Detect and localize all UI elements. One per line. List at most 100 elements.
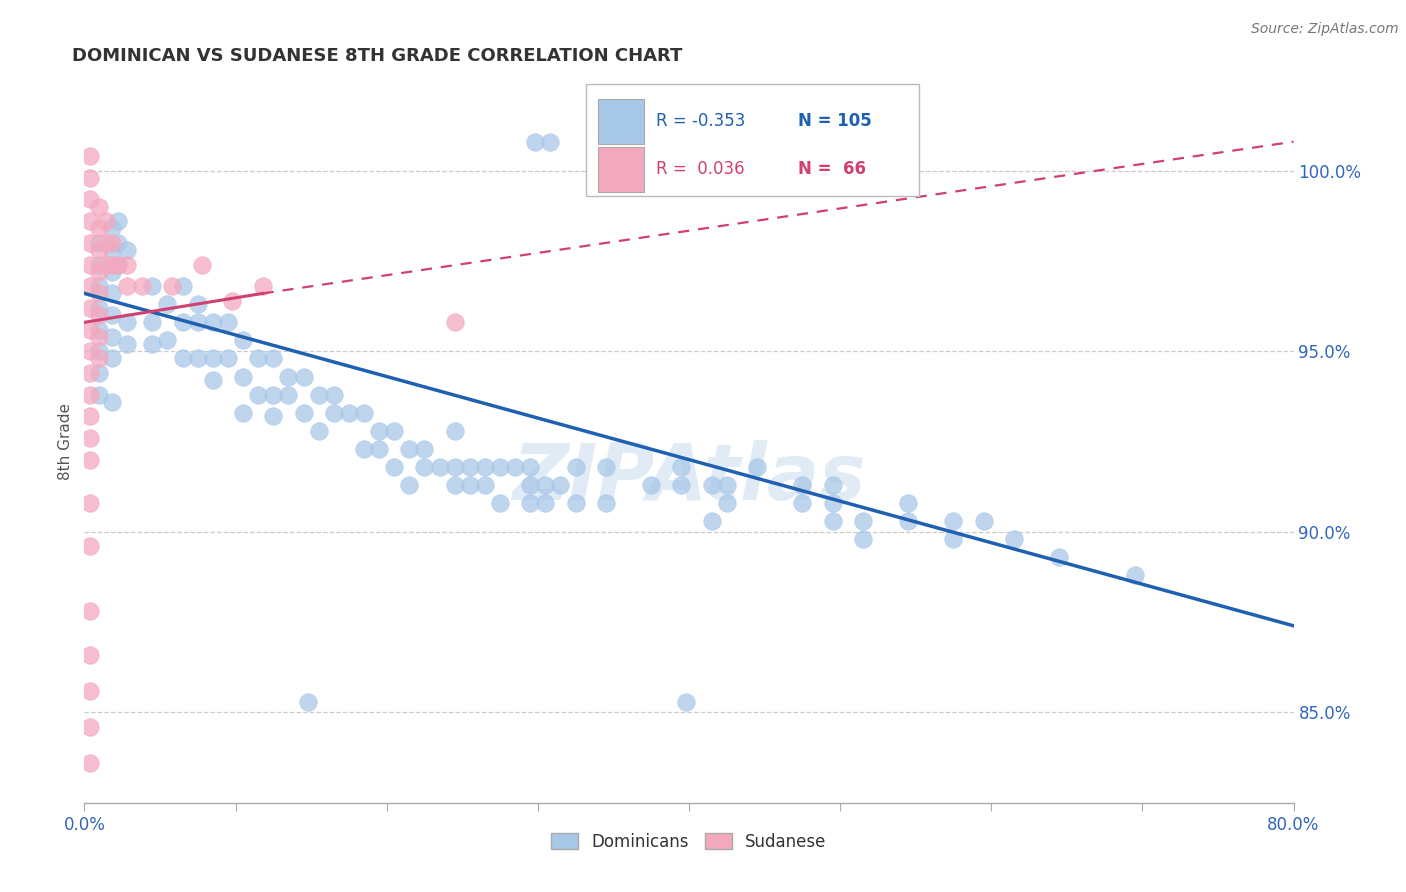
Point xyxy=(322,406,344,420)
Point xyxy=(100,258,122,272)
Text: N =  66: N = 66 xyxy=(797,161,866,178)
Point xyxy=(94,258,117,272)
Point xyxy=(443,315,465,329)
Point xyxy=(107,235,129,250)
Point xyxy=(262,409,284,424)
Point xyxy=(89,366,111,380)
Point xyxy=(172,351,194,366)
Point xyxy=(534,478,557,492)
Point xyxy=(337,406,360,420)
Point xyxy=(79,366,101,380)
Point xyxy=(292,406,315,420)
Point xyxy=(852,532,875,546)
Point xyxy=(89,387,111,401)
Point xyxy=(156,297,179,311)
Point xyxy=(141,279,163,293)
Point xyxy=(94,235,117,250)
Point xyxy=(671,478,693,492)
Point xyxy=(398,442,420,456)
Point xyxy=(297,695,319,709)
Point xyxy=(115,243,138,257)
Point xyxy=(79,193,101,207)
Point xyxy=(897,514,920,528)
Point xyxy=(458,459,481,474)
Point xyxy=(538,135,561,149)
Point xyxy=(100,265,122,279)
Point xyxy=(79,648,101,662)
Point xyxy=(100,235,122,250)
Point xyxy=(595,496,617,510)
Point xyxy=(115,258,138,272)
Point xyxy=(489,496,512,510)
Point xyxy=(262,387,284,401)
Point xyxy=(100,243,122,257)
Point xyxy=(79,756,101,770)
Point xyxy=(79,720,101,734)
Point xyxy=(671,459,693,474)
Point xyxy=(100,286,122,301)
Point xyxy=(89,308,111,322)
Point xyxy=(519,459,541,474)
Point xyxy=(79,683,101,698)
Point xyxy=(107,214,129,228)
Text: Source: ZipAtlas.com: Source: ZipAtlas.com xyxy=(1251,22,1399,37)
Point xyxy=(89,286,111,301)
Point xyxy=(79,279,101,293)
Point xyxy=(94,214,117,228)
Point xyxy=(89,351,111,366)
Point xyxy=(107,258,129,272)
Text: R =  0.036: R = 0.036 xyxy=(657,161,745,178)
Point xyxy=(368,424,391,438)
Point xyxy=(79,170,101,185)
Point xyxy=(79,604,101,618)
Point xyxy=(942,514,965,528)
Point xyxy=(217,351,239,366)
Point xyxy=(201,373,224,387)
Point xyxy=(89,221,111,235)
Point xyxy=(277,387,299,401)
FancyBboxPatch shape xyxy=(599,99,644,144)
Point xyxy=(308,424,330,438)
Point xyxy=(474,478,496,492)
Point xyxy=(232,334,254,348)
Point xyxy=(443,424,465,438)
Point xyxy=(187,351,209,366)
Point xyxy=(89,322,111,336)
Point xyxy=(100,330,122,344)
Point xyxy=(700,514,723,528)
Point xyxy=(1123,568,1146,582)
Point xyxy=(79,496,101,510)
Point xyxy=(89,330,111,344)
Point xyxy=(443,459,465,474)
Point xyxy=(89,265,111,279)
Point xyxy=(115,337,138,351)
Point xyxy=(232,406,254,420)
Point xyxy=(79,344,101,359)
Point xyxy=(821,478,844,492)
Point xyxy=(79,387,101,401)
Point xyxy=(187,297,209,311)
Point xyxy=(489,459,512,474)
Point xyxy=(252,279,274,293)
Point xyxy=(89,301,111,315)
Point xyxy=(745,459,768,474)
Point xyxy=(79,431,101,445)
Point xyxy=(458,478,481,492)
Text: R = -0.353: R = -0.353 xyxy=(657,112,745,130)
Point xyxy=(100,351,122,366)
Point xyxy=(821,514,844,528)
Point xyxy=(191,258,214,272)
Point xyxy=(79,258,101,272)
Point xyxy=(973,514,995,528)
Text: N = 105: N = 105 xyxy=(797,112,872,130)
Point xyxy=(79,301,101,315)
Point xyxy=(700,478,723,492)
Point xyxy=(792,496,814,510)
Point xyxy=(519,496,541,510)
Point xyxy=(716,478,738,492)
Point xyxy=(156,334,179,348)
Point xyxy=(382,459,405,474)
Point xyxy=(115,279,138,293)
FancyBboxPatch shape xyxy=(599,147,644,192)
Point xyxy=(368,442,391,456)
